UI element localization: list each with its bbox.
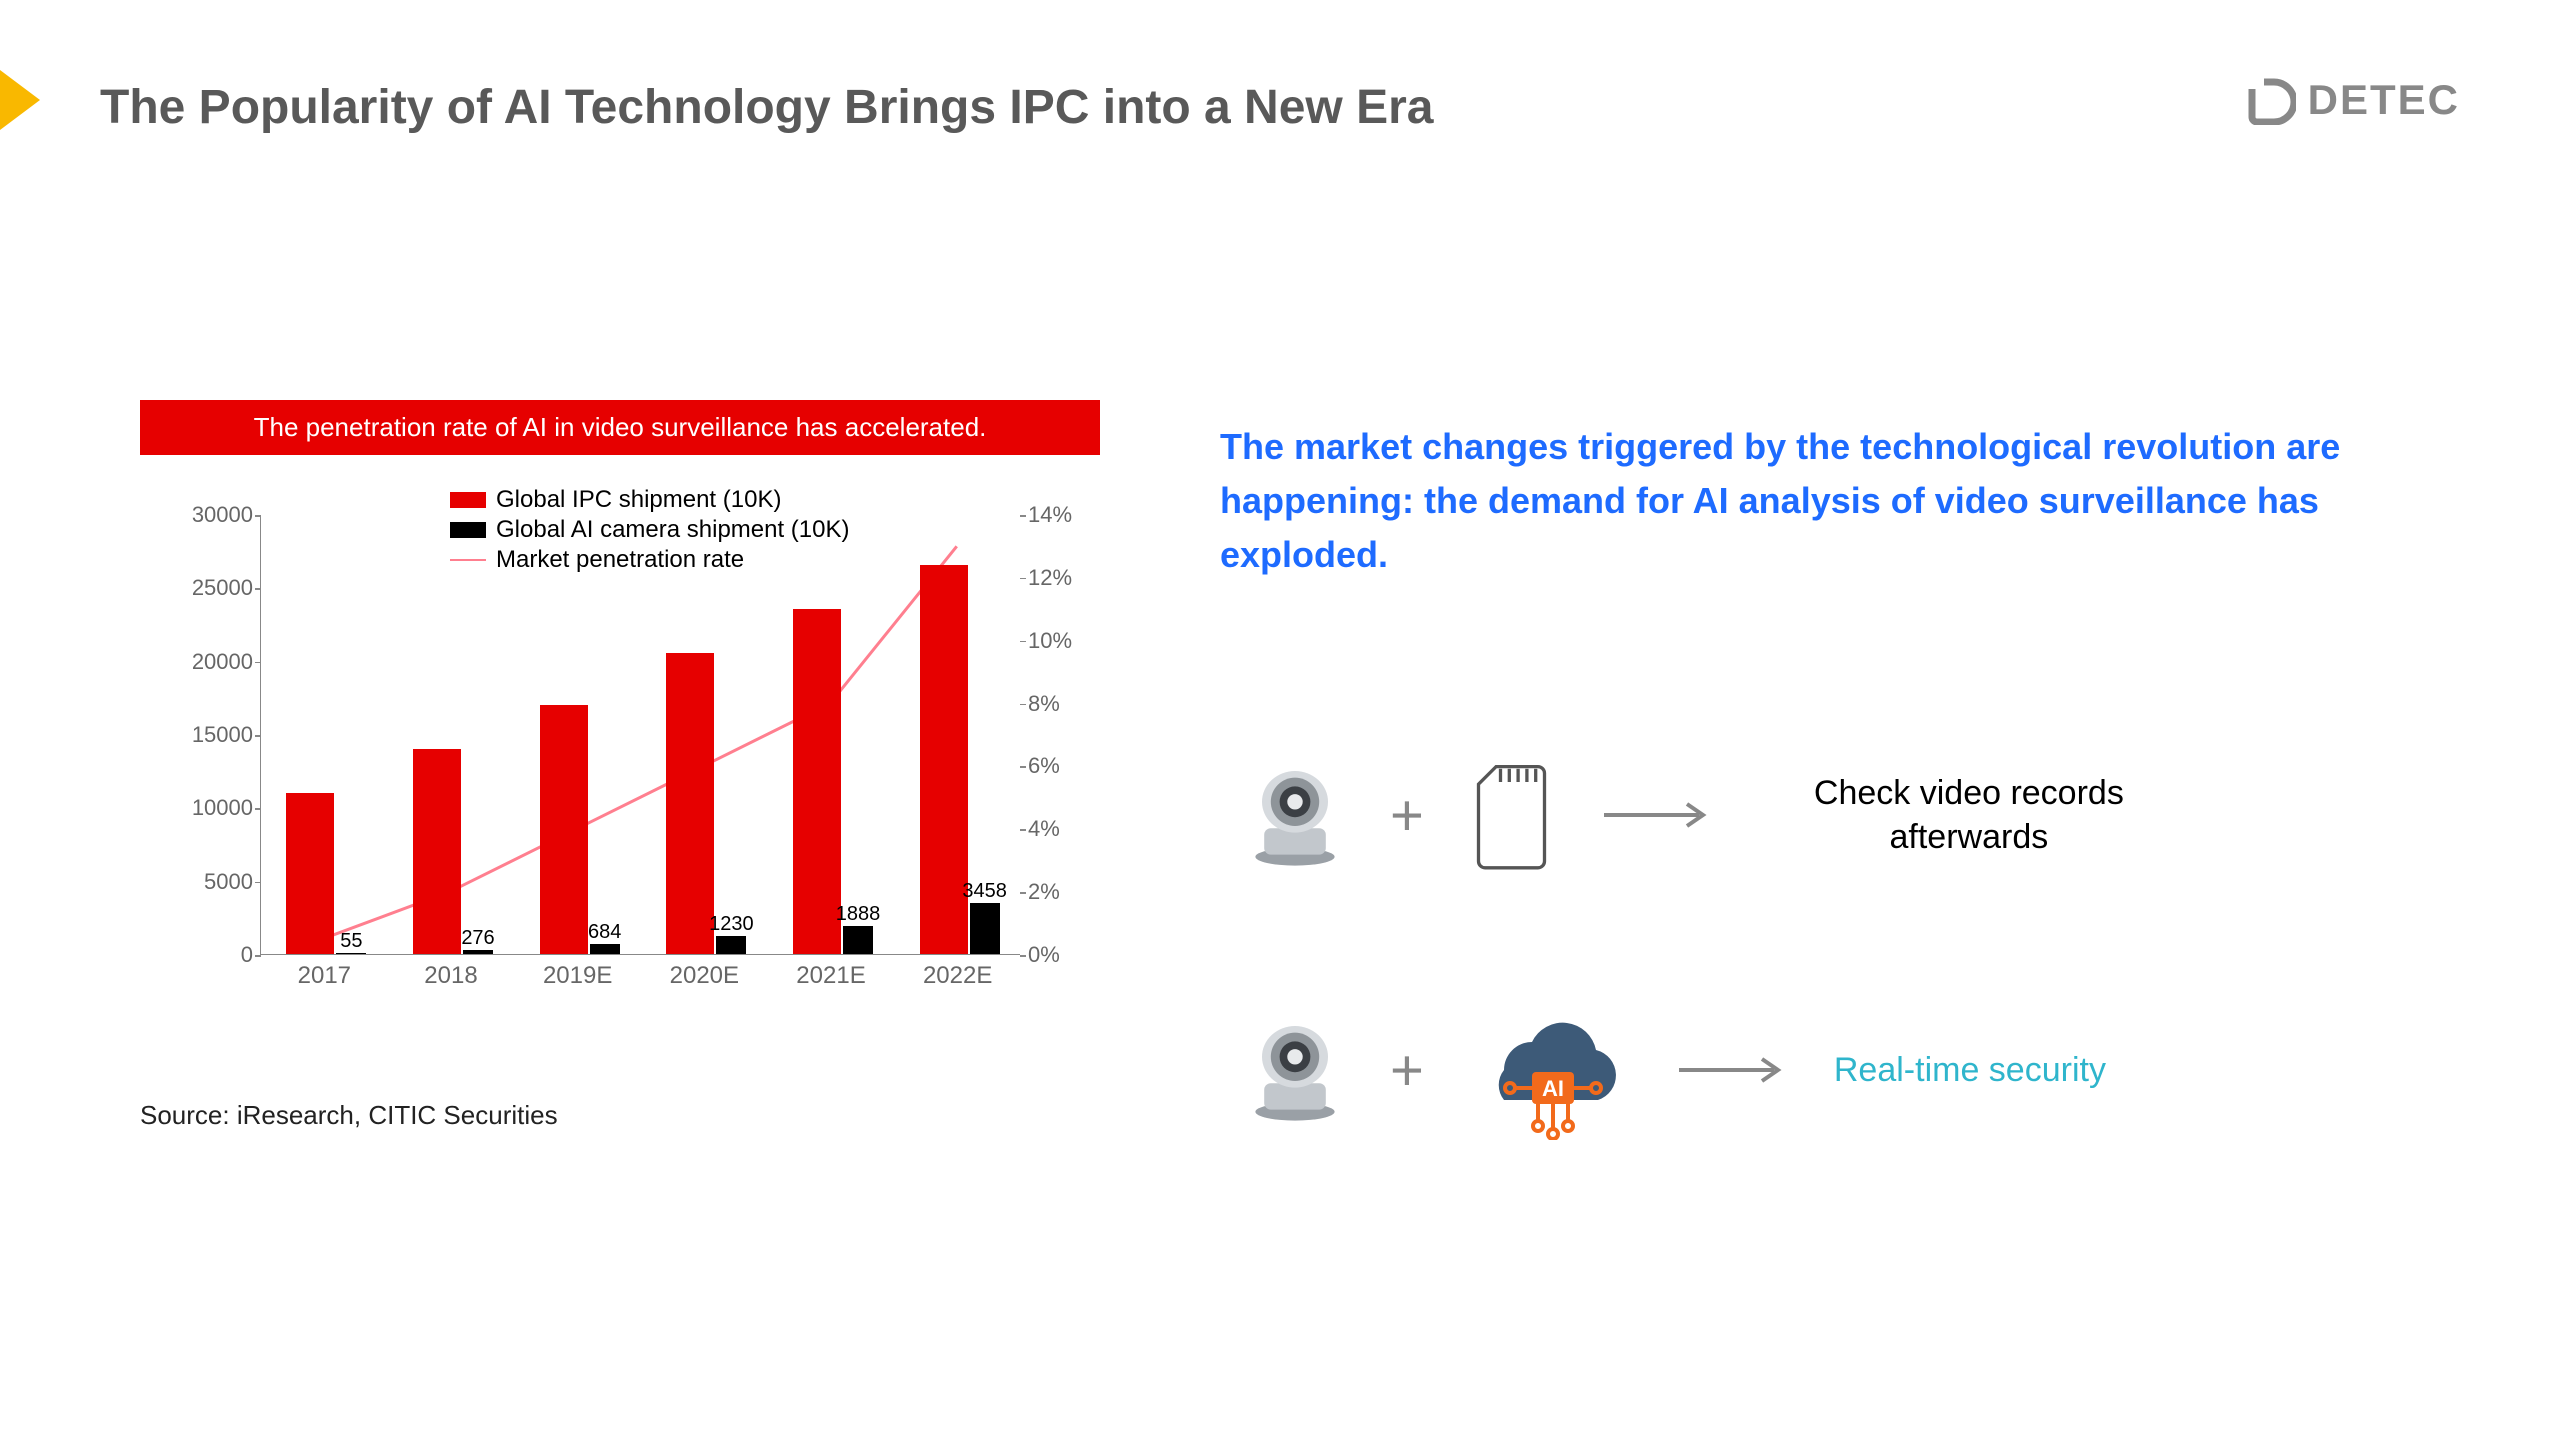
formula-1-text: Check video records afterwards [1759, 771, 2179, 859]
chart-container: The penetration rate of AI in video surv… [140, 400, 1120, 1045]
ai-cloud-icon: AI [1464, 1000, 1634, 1140]
bar-ai-label: 684 [588, 921, 621, 944]
arrow-icon [1599, 800, 1719, 830]
x-tick-label: 2021E [796, 962, 865, 990]
svg-text:AI: AI [1542, 1076, 1564, 1101]
x-tick-label: 2022E [923, 962, 992, 990]
page-title: The Popularity of AI Technology Brings I… [100, 80, 1433, 135]
x-tick-label: 2018 [424, 962, 477, 990]
bar-ai: 1888 [843, 926, 873, 954]
bar-ipc [666, 653, 714, 954]
formula-row-2: + AI Real-time security [1240, 1000, 2106, 1140]
camera-icon [1240, 760, 1350, 870]
bar-ai-label: 55 [340, 930, 362, 953]
chart-plot-area: Global IPC shipment (10K) Global AI came… [140, 485, 1100, 1045]
chart-banner: The penetration rate of AI in video surv… [140, 400, 1100, 455]
camera-icon [1240, 1015, 1350, 1125]
y-right-tick-label: 10% [1020, 628, 1072, 654]
bar-ai: 55 [336, 953, 366, 954]
x-tick-label: 2020E [670, 962, 739, 990]
bar-ai-label: 3458 [962, 880, 1007, 903]
bar-ipc [793, 609, 841, 954]
arrow-icon [1674, 1055, 1794, 1085]
y-right-tick-label: 14% [1020, 502, 1072, 528]
logo-text: DETEC [2308, 76, 2460, 124]
y-left-tick-label: 5000 [204, 869, 261, 895]
y-left-tick-label: 25000 [192, 575, 261, 601]
x-tick-label: 2019E [543, 962, 612, 990]
legend-label-1: Global IPC shipment (10K) [496, 486, 781, 514]
bar-ipc [286, 793, 334, 954]
bar-ai: 276 [463, 950, 493, 954]
plus-icon: + [1390, 1037, 1424, 1104]
y-left-tick-label: 10000 [192, 795, 261, 821]
headline-text: The market changes triggered by the tech… [1220, 420, 2420, 582]
legend-swatch-red [450, 492, 486, 508]
x-tick-label: 2017 [298, 962, 351, 990]
plot-area: 0500010000150002000025000300000%2%4%6%8%… [260, 515, 1020, 955]
chart-source: Source: iResearch, CITIC Securities [140, 1100, 558, 1131]
bar-ipc [920, 565, 968, 954]
bar-ai: 3458 [970, 903, 1000, 954]
penetration-line [261, 515, 1020, 954]
y-left-tick-label: 20000 [192, 649, 261, 675]
sd-card-icon [1464, 760, 1559, 870]
bar-ipc [540, 705, 588, 954]
y-left-tick-label: 15000 [192, 722, 261, 748]
plus-icon: + [1390, 782, 1424, 849]
bar-ai: 684 [590, 944, 620, 954]
bar-ai-label: 1888 [836, 903, 881, 926]
y-left-tick-label: 30000 [192, 502, 261, 528]
formula-row-1: + Check video records afterwards [1240, 760, 2179, 870]
logo-icon [2246, 75, 2296, 125]
y-right-tick-label: 12% [1020, 565, 1072, 591]
bar-ai-label: 276 [461, 927, 494, 950]
bar-ai: 1230 [716, 936, 746, 954]
logo: DETEC [2246, 75, 2460, 125]
bar-ipc [413, 749, 461, 954]
accent-chevron [0, 70, 40, 130]
formula-2-text: Real-time security [1834, 1048, 2106, 1092]
bar-ai-label: 1230 [709, 913, 754, 936]
